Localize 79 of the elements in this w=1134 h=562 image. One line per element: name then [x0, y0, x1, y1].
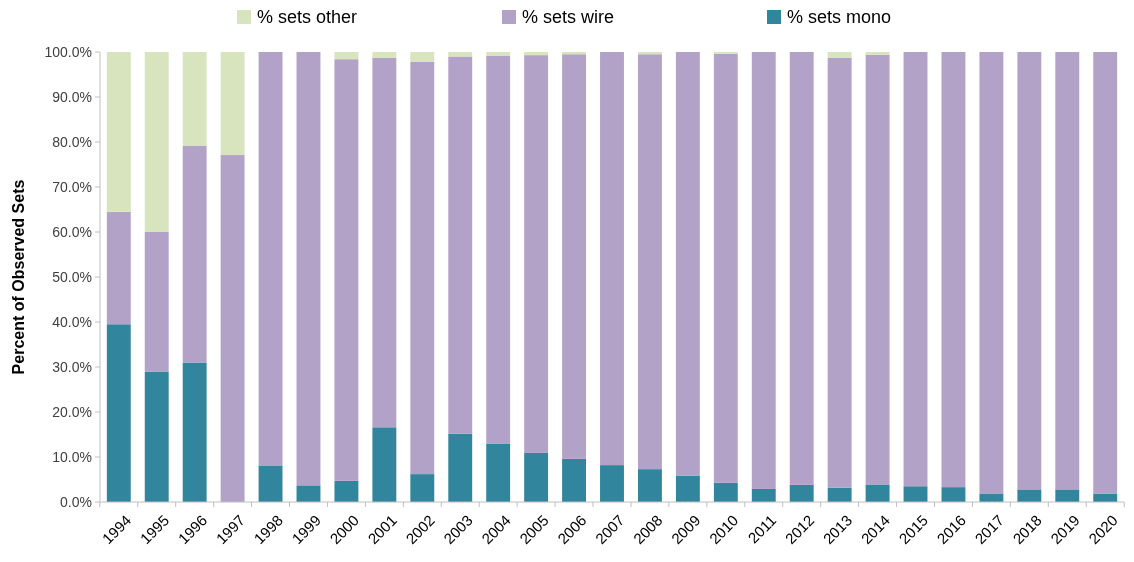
- bar: [600, 465, 624, 502]
- bar: [979, 493, 1004, 502]
- bar: [1017, 489, 1042, 502]
- bar: [1017, 52, 1042, 490]
- bar: [486, 52, 511, 56]
- bar: [524, 452, 549, 502]
- bar: [106, 324, 131, 502]
- bar: [296, 485, 321, 502]
- bar: [486, 443, 511, 502]
- y-tick-label: 40.0%: [52, 313, 92, 330]
- legend-label: % sets other: [257, 7, 358, 28]
- bar: [524, 52, 549, 56]
- bar: [637, 469, 662, 502]
- bar: [372, 427, 397, 502]
- legend-label: % sets wire: [522, 7, 615, 28]
- bar: [182, 362, 207, 502]
- bar: [827, 52, 852, 58]
- bar: [675, 475, 700, 502]
- bar: [600, 52, 624, 466]
- bar: [372, 57, 397, 428]
- y-tick-label: 90.0%: [52, 88, 92, 105]
- bar: [865, 484, 890, 502]
- bar: [865, 54, 890, 485]
- bar: [903, 52, 928, 487]
- bar: [789, 52, 814, 485]
- bar: [562, 458, 587, 502]
- bar: [979, 52, 1004, 494]
- bar: [751, 488, 776, 502]
- bar: [182, 145, 207, 363]
- bar: [448, 52, 473, 57]
- bar: [448, 433, 473, 502]
- legend-label: % sets mono: [787, 7, 892, 28]
- bar: [220, 52, 245, 156]
- y-tick-label: 100.0%: [44, 43, 92, 60]
- bar: [524, 55, 549, 453]
- bar: [410, 474, 435, 502]
- bar: [486, 55, 511, 444]
- bar: [410, 52, 435, 62]
- bar: [941, 52, 966, 488]
- y-axis-title: Percent of Observed Sets: [10, 179, 27, 375]
- bar: [1093, 52, 1118, 494]
- bar: [182, 52, 207, 146]
- bar: [751, 52, 776, 489]
- bar: [144, 371, 169, 502]
- bar: [827, 487, 852, 502]
- bar: [220, 155, 245, 502]
- y-tick-label: 20.0%: [52, 403, 92, 420]
- bar: [106, 211, 131, 325]
- bar: [562, 54, 587, 459]
- bar: [258, 52, 283, 466]
- bar: [827, 57, 852, 488]
- bar: [865, 52, 890, 55]
- bar: [713, 482, 738, 502]
- bar: [334, 52, 359, 60]
- bar: [410, 61, 435, 475]
- y-tick-label: 30.0%: [52, 358, 92, 375]
- bar: [789, 484, 814, 502]
- bar: [1055, 52, 1080, 490]
- bar: [258, 466, 283, 502]
- bar: [675, 52, 700, 476]
- bar: [1055, 489, 1080, 502]
- y-tick-label: 10.0%: [52, 448, 92, 465]
- y-tick-label: 0.0%: [60, 493, 92, 510]
- bar: [637, 54, 662, 470]
- y-tick-label: 50.0%: [52, 268, 92, 285]
- bar: [448, 56, 473, 434]
- bar: [713, 53, 738, 483]
- bar: [903, 486, 928, 502]
- bar: [296, 52, 321, 486]
- y-tick-label: 80.0%: [52, 133, 92, 150]
- bar: [144, 232, 169, 372]
- y-tick-label: 60.0%: [52, 223, 92, 240]
- y-tick-label: 70.0%: [52, 178, 92, 195]
- bar: [106, 52, 131, 212]
- bar: [941, 487, 966, 502]
- bar: [372, 52, 397, 58]
- bar: [334, 480, 359, 502]
- bar: [334, 59, 359, 481]
- bar: [144, 52, 169, 232]
